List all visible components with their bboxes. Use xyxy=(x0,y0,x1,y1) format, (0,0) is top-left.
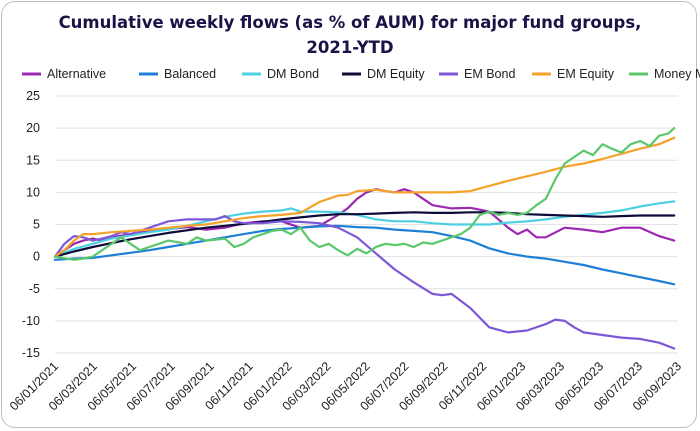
legend-label: Balanced xyxy=(164,67,216,81)
series-line-dm-equity xyxy=(53,211,676,258)
legend-label: DM Equity xyxy=(367,67,425,81)
y-tick-label: -10 xyxy=(22,314,40,328)
chart-title-line-2: 2021-YTD xyxy=(306,38,394,57)
legend-label: EM Bond xyxy=(464,67,515,81)
y-tick-label: 15 xyxy=(26,153,40,167)
y-tick-label: 0 xyxy=(33,250,40,264)
series-lines xyxy=(53,127,676,350)
legend-label: EM Equity xyxy=(557,67,615,81)
gridlines xyxy=(55,95,678,354)
legend-label: Alternative xyxy=(47,67,106,81)
chart-title: Cumulative weekly flows (as % of AUM) fo… xyxy=(40,10,660,60)
x-axis: 06/01/202106/03/202106/05/202106/07/2021… xyxy=(7,359,684,413)
series-line-money-market xyxy=(53,127,676,261)
legend-label: Money Market xyxy=(654,67,700,81)
y-tick-label: -15 xyxy=(22,346,40,360)
y-tick-label: -5 xyxy=(29,282,40,296)
y-tick-label: 20 xyxy=(26,121,40,135)
series-line-em-equity xyxy=(53,136,676,258)
chart-title-line-1: Cumulative weekly flows (as % of AUM) fo… xyxy=(58,13,642,32)
y-tick-label: 25 xyxy=(26,89,40,103)
y-tick-label: 5 xyxy=(33,218,40,232)
y-axis: -15 -10 -5 0 5 10 15 20 25 xyxy=(22,89,40,360)
legend-label: DM Bond xyxy=(267,67,319,81)
y-tick-label: 10 xyxy=(26,185,40,199)
legend: Alternative Balanced DM Bond DM Equity EM Bo… xyxy=(22,67,700,81)
series-line-balanced xyxy=(53,224,676,286)
